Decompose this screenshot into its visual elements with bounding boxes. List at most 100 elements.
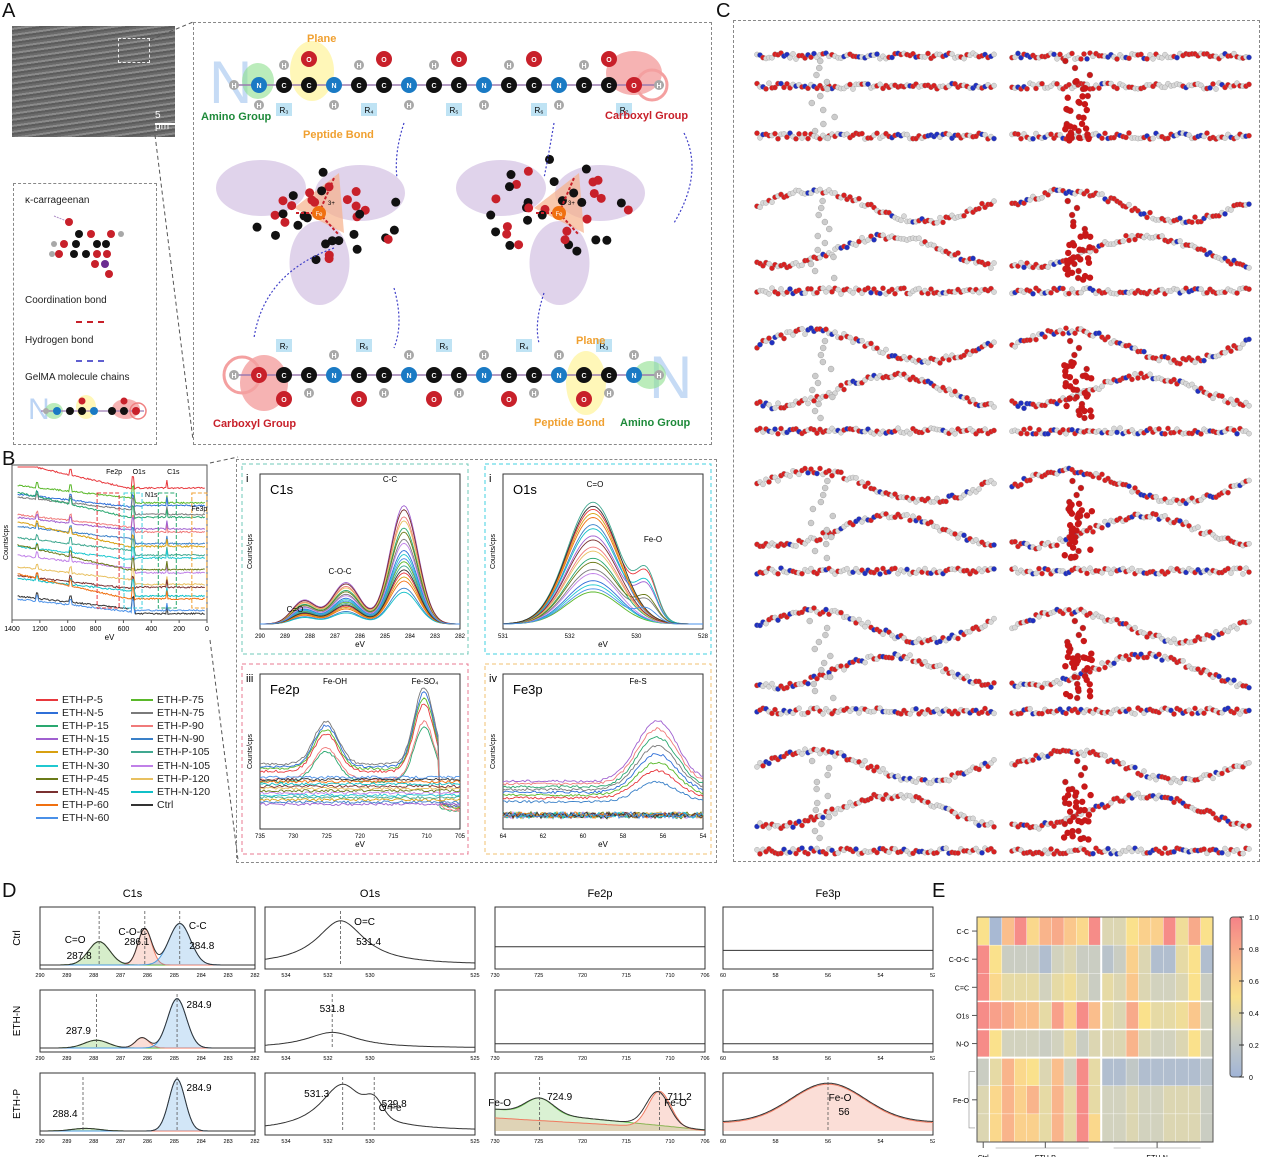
atom-symbol: C bbox=[381, 373, 386, 380]
atom-h bbox=[254, 100, 264, 110]
survey-series-line bbox=[17, 594, 205, 615]
crosslink-atom bbox=[1070, 813, 1077, 821]
colorbar-tick-label: 0.6 bbox=[1249, 979, 1259, 986]
r-group-box bbox=[616, 103, 632, 116]
ring-atom bbox=[355, 209, 365, 219]
fe-cluster-atom bbox=[1081, 817, 1089, 824]
md-atom bbox=[898, 217, 904, 224]
md-atom bbox=[982, 426, 988, 432]
md-atom bbox=[1201, 357, 1207, 364]
heatmap-cell bbox=[1026, 1057, 1040, 1087]
md-atom bbox=[847, 81, 853, 88]
md-atom bbox=[1135, 790, 1141, 797]
r-group-box bbox=[516, 339, 532, 352]
fit-component-fill bbox=[40, 1040, 255, 1048]
md-atom bbox=[1216, 673, 1222, 680]
colorbar-tick-label: 0.4 bbox=[1249, 1011, 1259, 1018]
atom-symbol: H bbox=[256, 103, 261, 110]
heatmap-cell bbox=[1187, 916, 1202, 946]
peak-value: 529.8 bbox=[382, 1099, 407, 1110]
sem-zoom-box bbox=[118, 38, 150, 63]
md-atom bbox=[877, 571, 883, 577]
crosslink-atom bbox=[1074, 694, 1081, 702]
md-atom bbox=[907, 430, 913, 437]
heatmap-cell bbox=[1175, 973, 1189, 1002]
ring-atom bbox=[349, 229, 359, 239]
md-atom bbox=[1159, 286, 1165, 293]
md-atom bbox=[1126, 130, 1132, 136]
crosslink-atom bbox=[814, 232, 821, 240]
heatmap-cell bbox=[1088, 916, 1102, 946]
atom-symbol: O bbox=[281, 397, 287, 404]
md-atom bbox=[1162, 513, 1168, 519]
legend-label: ETH-N-60 bbox=[62, 812, 110, 825]
heatmap-cell bbox=[1125, 1057, 1139, 1087]
atom-n bbox=[476, 367, 492, 383]
spectrum-line bbox=[503, 588, 703, 625]
iron-symbol: Fe bbox=[315, 212, 323, 218]
md-atom bbox=[895, 773, 901, 779]
heatmap-cell bbox=[1101, 916, 1115, 946]
md-atom bbox=[1237, 345, 1243, 351]
md-atom bbox=[1120, 760, 1126, 766]
legend-item: ETH-P-120 bbox=[131, 772, 226, 785]
crosslink-atom bbox=[825, 764, 833, 772]
r-group-box bbox=[436, 339, 452, 352]
crosslink-atom bbox=[1064, 197, 1071, 205]
md-atom bbox=[763, 86, 769, 92]
md-atom bbox=[1231, 401, 1237, 408]
survey-series-line bbox=[17, 492, 206, 516]
md-atom bbox=[1051, 823, 1057, 829]
crosslink-atom bbox=[827, 365, 835, 373]
md-atom bbox=[772, 405, 778, 411]
plot-frame bbox=[39, 1072, 256, 1136]
md-atom bbox=[1096, 475, 1102, 481]
fe-cluster-atom bbox=[1083, 512, 1091, 519]
md-atom bbox=[1171, 711, 1177, 717]
crosslink-atom bbox=[820, 120, 827, 128]
fe-cluster-atom bbox=[1068, 510, 1076, 517]
crosslink-atom bbox=[814, 379, 822, 387]
atom-symbol: H bbox=[656, 83, 661, 90]
peak-annotation: C-C bbox=[383, 475, 397, 484]
ring-atom bbox=[549, 177, 559, 187]
heatmap-cell bbox=[1088, 1085, 1102, 1115]
heatmap-cell bbox=[1187, 944, 1202, 974]
heatmap-cell bbox=[1113, 1085, 1127, 1115]
xps-fit-plot: 730 725 720 715 710 706 bbox=[490, 989, 710, 1062]
heatmap-cell bbox=[1113, 1029, 1127, 1059]
heatmap-cell bbox=[1014, 1029, 1028, 1059]
legend-item: ETH-N-105 bbox=[131, 759, 226, 772]
x-tick-label: 286 bbox=[143, 973, 152, 979]
md-atom bbox=[802, 130, 808, 137]
md-atom bbox=[1201, 247, 1207, 253]
atom-symbol: H bbox=[306, 391, 311, 398]
x-tick-label: 725 bbox=[534, 973, 543, 979]
plot-frame bbox=[264, 906, 476, 970]
md-atom bbox=[1165, 425, 1171, 432]
spectrum-line bbox=[502, 744, 704, 792]
crosslink-atom bbox=[819, 358, 827, 366]
md-atom bbox=[859, 234, 865, 241]
peak-label: C=O bbox=[65, 935, 86, 946]
heatmap-cell bbox=[1076, 1029, 1090, 1059]
md-atom bbox=[1099, 569, 1105, 576]
heatmap-cell bbox=[1038, 1057, 1053, 1087]
heatmap-cell bbox=[1026, 1113, 1040, 1143]
md-atom bbox=[1033, 85, 1039, 92]
heatmap-cell bbox=[1076, 1085, 1090, 1115]
atom-c bbox=[70, 250, 78, 258]
ring-atom bbox=[287, 201, 297, 211]
atom-o bbox=[251, 367, 267, 383]
md-atom bbox=[865, 285, 871, 291]
heatmap-cell bbox=[1051, 916, 1065, 946]
fe-cluster-atom bbox=[1076, 246, 1083, 253]
md-atom bbox=[778, 425, 784, 432]
md-atom bbox=[1057, 680, 1063, 687]
crosslink-atom bbox=[811, 645, 818, 653]
atom-o bbox=[501, 391, 517, 407]
atom-o bbox=[526, 51, 542, 67]
subpanel-border bbox=[241, 463, 469, 655]
